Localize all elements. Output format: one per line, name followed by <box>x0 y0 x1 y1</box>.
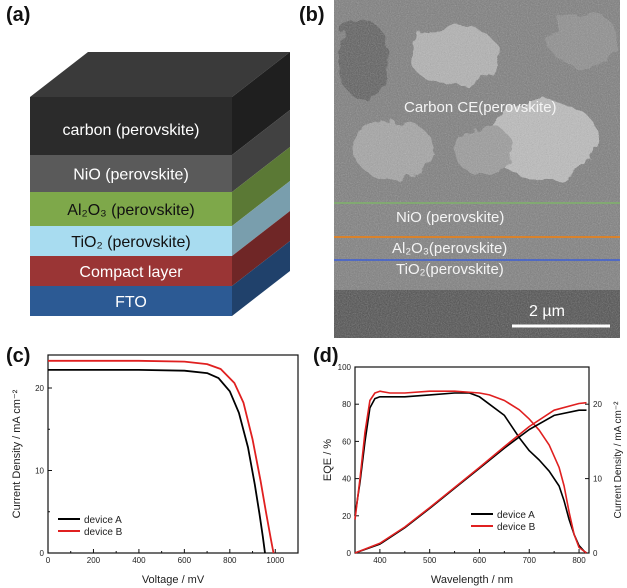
stack-layer-label: Compact layer <box>79 264 183 281</box>
y-tick-label: 60 <box>342 437 351 446</box>
y-tick-label: 80 <box>342 400 351 409</box>
panel-label-a: (a) <box>6 4 31 26</box>
series-line-device-B-left <box>354 390 587 554</box>
stack-layer <box>30 226 232 256</box>
stack-layer-label: TiO₂ (perovskite) <box>71 234 190 251</box>
x-tick-label: 400 <box>373 556 387 565</box>
x-tick-label: 800 <box>572 556 586 565</box>
series-line-device-A-right <box>354 409 587 554</box>
sem-label-carbon: Carbon CE(perovskite) <box>404 99 557 116</box>
plot-frame <box>47 354 299 554</box>
series-line-device-B <box>48 359 275 554</box>
eqe-chart: 400 500 600 700 800 0 20 40 60 80 100 0 10 20 Waveleng… <box>322 363 624 586</box>
stack-layer <box>30 256 232 286</box>
scale-bar-label: 2 µm <box>529 303 565 320</box>
stack-side-face <box>232 147 290 226</box>
y-tick-label: 100 <box>338 363 352 372</box>
x-tick-label: 800 <box>223 556 237 565</box>
y-axis-label: Current Density / mA cm⁻² <box>11 389 23 518</box>
y-tick-label: 10 <box>35 467 44 476</box>
stack-top-face <box>30 52 290 97</box>
stack-layer <box>30 286 232 316</box>
y-tick-label: 0 <box>40 549 45 558</box>
x-tick-label: 500 <box>423 556 437 565</box>
stack-layer <box>30 155 232 192</box>
y-axis-label: EQE / % <box>322 439 334 481</box>
panel-label-b: (b) <box>299 4 325 26</box>
stack-side-face <box>232 241 290 316</box>
x-tick-label: 0 <box>46 556 51 565</box>
stack-layer-label: FTO <box>115 294 147 311</box>
stack-layer-label: NiO (perovskite) <box>73 167 189 184</box>
stack-layer-label: Al₂O₃ (perovskite) <box>67 202 194 219</box>
y-tick-label: 20 <box>342 512 351 521</box>
y-right-axis-label: Current Density / mA cm⁻² <box>613 401 624 519</box>
y-tick-label: 40 <box>342 475 351 484</box>
stack-side-face <box>232 211 290 286</box>
x-axis-label: Wavelength / nm <box>431 574 513 586</box>
stack-layer <box>30 97 232 155</box>
legend-entry: device B <box>497 522 536 533</box>
x-tick-label: 400 <box>132 556 146 565</box>
series-line-device-B-right <box>354 401 587 554</box>
x-tick-label: 600 <box>178 556 192 565</box>
x-tick-label: 200 <box>87 556 101 565</box>
sem-image: Carbon CE(perovskite) NiO (perovskite) A… <box>334 0 620 338</box>
plot-frame <box>354 366 590 554</box>
stack-side-face <box>232 110 290 192</box>
series-line-device-A-left <box>354 392 587 554</box>
x-axis-label: Voltage / mV <box>142 574 205 586</box>
stack-layer <box>30 192 232 226</box>
stack-side-face <box>232 181 290 256</box>
layer-stack-diagram: carbon (perovskite) NiO (perovskite) Al₂O₃… <box>30 52 290 316</box>
stack-side-face <box>232 52 290 155</box>
legend-entry: device A <box>84 515 122 526</box>
sem-label-nio: NiO (perovskite) <box>396 209 504 226</box>
y-tick-label: 20 <box>35 384 44 393</box>
sem-label-tio2: TiO₂(perovskite) <box>396 261 504 278</box>
x-tick-label: 1000 <box>266 556 284 565</box>
y-tick-label: 0 <box>347 549 352 558</box>
panel-label-c: (c) <box>6 345 31 367</box>
x-tick-label: 700 <box>523 556 537 565</box>
panel-label-d: (d) <box>313 345 339 367</box>
stack-layer-label: carbon (perovskite) <box>63 122 200 139</box>
sem-label-al2o3: Al₂O₃(perovskite) <box>392 240 507 257</box>
jv-chart: 0 200 400 600 800 1000 0 10 20 Voltage / mV Curren… <box>11 354 299 586</box>
y-right-tick-label: 10 <box>593 475 602 484</box>
y-right-tick-label: 0 <box>593 549 598 558</box>
x-tick-label: 600 <box>473 556 487 565</box>
legend-entry: device A <box>497 510 535 521</box>
series-line-device-A <box>48 369 266 554</box>
legend-entry: device B <box>84 527 123 538</box>
y-right-tick-label: 20 <box>593 400 602 409</box>
